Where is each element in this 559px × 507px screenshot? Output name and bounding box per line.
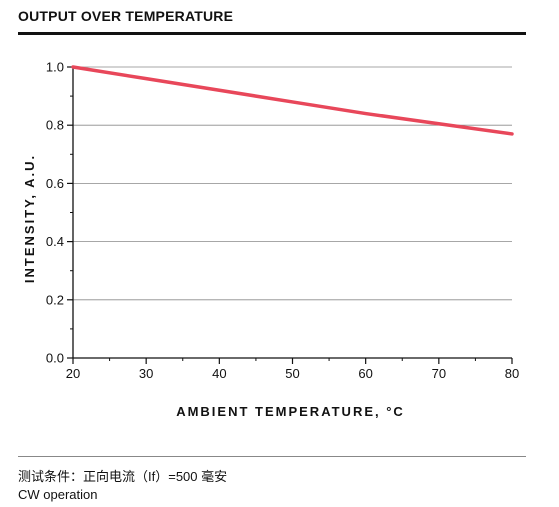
y-tick-label: 0.6 (46, 176, 64, 191)
tick-labels: 0.0 0.2 0.4 0.6 0.8 1.0 20 30 40 50 60 70 80 (46, 60, 519, 382)
y-tick-label: 1.0 (46, 60, 64, 75)
x-tick-label: 50 (285, 366, 299, 381)
title-divider (18, 32, 526, 35)
footer-divider (18, 456, 526, 457)
x-tick-label: 20 (66, 366, 80, 381)
y-tick-label: 0.4 (46, 234, 64, 249)
operation-mode-note: CW operation (18, 487, 98, 502)
y-tick-label: 0.8 (46, 118, 64, 133)
test-condition-note: 测试条件：正向电流（If）=500 毫安 (18, 469, 228, 484)
intensity-line (71, 65, 514, 136)
y-tick-label: 0.0 (46, 351, 64, 366)
x-tick-label: 40 (212, 366, 226, 381)
y-axis-title: INTENSITY, A.U. (22, 154, 37, 283)
y-tick-label: 0.2 (46, 292, 64, 307)
grid-lines (73, 66, 512, 301)
tick-marks (67, 66, 513, 364)
x-axis-title: AMBIENT TEMPERATURE, °C (176, 404, 405, 419)
x-tick-label: 80 (505, 366, 519, 381)
chart-title: OUTPUT OVER TEMPERATURE (18, 8, 234, 24)
intensity-temperature-chart: 0.0 0.2 0.4 0.6 0.8 1.0 20 30 40 50 60 70 80 AMBIENT… (22, 60, 519, 420)
x-tick-label: 70 (432, 366, 446, 381)
x-tick-label: 60 (358, 366, 372, 381)
x-tick-label: 30 (139, 366, 153, 381)
data-series (71, 65, 514, 136)
axes (72, 67, 512, 359)
